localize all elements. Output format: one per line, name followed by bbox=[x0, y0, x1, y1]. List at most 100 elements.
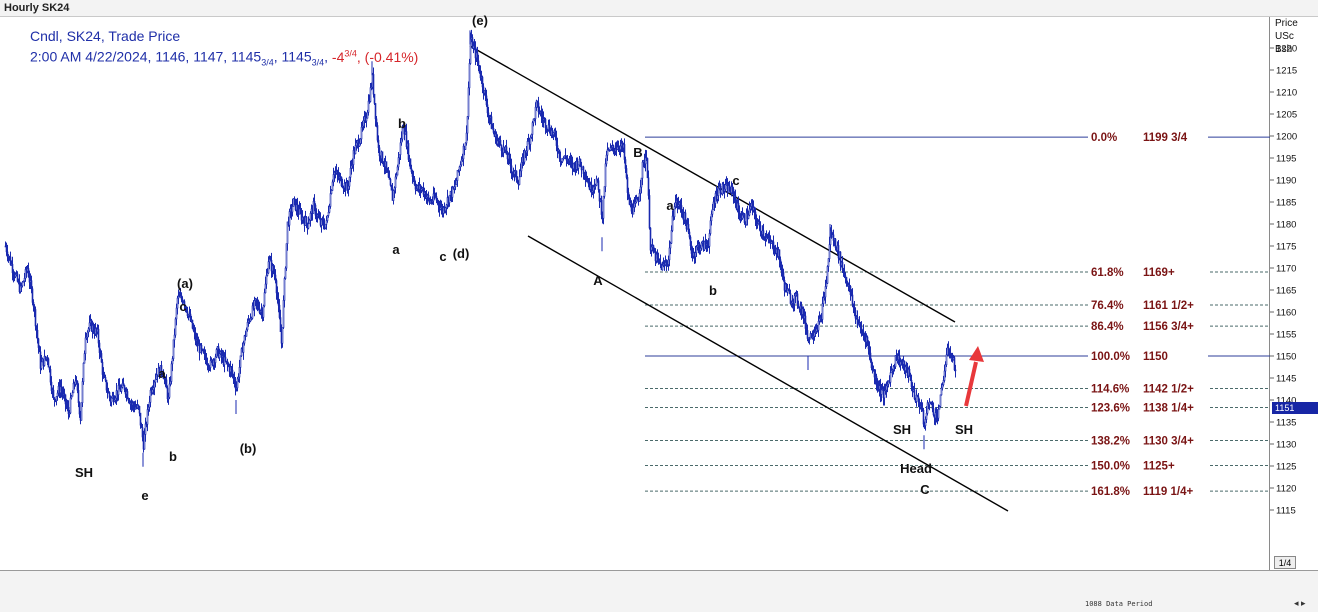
candle-body bbox=[737, 202, 740, 212]
candle-body bbox=[500, 144, 503, 151]
candle-body bbox=[123, 385, 126, 390]
candle-body bbox=[105, 379, 108, 391]
candle-body bbox=[77, 390, 80, 403]
candle-body bbox=[679, 202, 682, 206]
candle-body bbox=[70, 395, 73, 399]
candle-body bbox=[231, 369, 234, 376]
candle-body bbox=[355, 142, 358, 146]
candle-body bbox=[30, 280, 33, 290]
candle-body bbox=[233, 376, 236, 384]
candle-body bbox=[16, 273, 19, 282]
scroll-buttons[interactable]: ◂ ▸ bbox=[1294, 598, 1306, 608]
candle-body bbox=[870, 360, 873, 368]
candle-body bbox=[23, 278, 26, 282]
candle-body bbox=[569, 158, 572, 162]
candle-body bbox=[883, 390, 886, 399]
wave-label: b bbox=[709, 283, 717, 298]
fib-price-label: 1161 1/2+ bbox=[1143, 300, 1194, 312]
x-axis-bar bbox=[0, 570, 1318, 612]
candle-body bbox=[82, 362, 85, 382]
candle-body bbox=[108, 392, 111, 398]
candle-body bbox=[369, 87, 372, 102]
candle-body bbox=[508, 154, 511, 159]
candle-body bbox=[110, 397, 113, 403]
candle-body bbox=[291, 206, 294, 213]
legend-sep: , 1145 bbox=[273, 48, 312, 65]
candle-body bbox=[147, 406, 150, 410]
wave-annotations: (e) (d) (a) (b) SH e b a c a b c A Ba b c SH SH Head C bbox=[75, 13, 973, 503]
candle-body bbox=[554, 130, 557, 138]
candle-body bbox=[263, 292, 266, 307]
candle-body bbox=[255, 298, 258, 303]
candle-body bbox=[510, 165, 513, 173]
candle-body bbox=[935, 412, 938, 417]
candle-body bbox=[484, 90, 487, 97]
candle-body bbox=[186, 311, 189, 316]
fib-price-label: 1199 3/4 bbox=[1143, 132, 1188, 144]
candle-body bbox=[505, 146, 508, 155]
candle-body bbox=[717, 187, 720, 196]
candle-body bbox=[485, 95, 488, 106]
candle-body bbox=[695, 246, 698, 253]
wave-label: c bbox=[179, 299, 186, 314]
candle-body bbox=[184, 305, 187, 308]
candle-body bbox=[793, 295, 796, 305]
candle-body bbox=[734, 195, 737, 202]
candle-body bbox=[467, 87, 470, 117]
candle-body bbox=[753, 207, 756, 213]
candle-body bbox=[821, 303, 824, 320]
candle-body bbox=[55, 396, 58, 401]
candle-body bbox=[264, 283, 267, 294]
candle-body bbox=[69, 397, 72, 414]
fib-label-bg bbox=[1088, 484, 1208, 499]
candle-body bbox=[191, 319, 194, 329]
wave-label: c bbox=[732, 173, 739, 188]
candle-body bbox=[154, 378, 157, 383]
candle-body bbox=[486, 104, 489, 114]
candle-body bbox=[349, 167, 352, 178]
candle-body bbox=[849, 286, 852, 295]
candle-body bbox=[275, 280, 278, 294]
candle-body bbox=[192, 328, 195, 331]
candle-body bbox=[209, 360, 212, 368]
page-indicator-button[interactable]: 1/4 bbox=[1274, 556, 1296, 569]
candle-body bbox=[460, 159, 463, 166]
candle-body bbox=[940, 387, 943, 396]
candle-body bbox=[246, 322, 249, 331]
candle-body bbox=[709, 220, 712, 234]
candle-body bbox=[529, 137, 532, 145]
candle-body bbox=[454, 184, 457, 188]
candle-body bbox=[314, 204, 317, 216]
candle-body bbox=[627, 192, 630, 200]
candle-body bbox=[948, 349, 951, 354]
fib-label-bg bbox=[1088, 400, 1208, 415]
candle-body bbox=[482, 86, 485, 94]
candle-body bbox=[605, 154, 608, 165]
candle-body bbox=[98, 342, 101, 353]
data-period-label: 1088 Data Period bbox=[1085, 600, 1153, 608]
candle-body bbox=[754, 211, 757, 220]
candle-body bbox=[50, 381, 53, 391]
candle-body bbox=[768, 237, 771, 241]
candle-body bbox=[708, 233, 711, 247]
y-tick-label: 1180 bbox=[1276, 220, 1296, 231]
current-price-box: 1151 bbox=[1272, 402, 1318, 414]
candle-body bbox=[165, 379, 168, 389]
candle-body bbox=[490, 116, 493, 129]
candle-body bbox=[288, 211, 291, 226]
candle-body bbox=[322, 220, 325, 226]
candle-body bbox=[939, 394, 942, 407]
candle-body bbox=[782, 271, 785, 281]
candle-body bbox=[641, 161, 644, 179]
candle-body bbox=[711, 209, 714, 215]
candle-body bbox=[844, 275, 847, 278]
y-tick-label: 1145 bbox=[1276, 374, 1296, 385]
candle-body bbox=[31, 288, 34, 303]
candle-body bbox=[694, 252, 697, 257]
y-tick-label: 1215 bbox=[1276, 66, 1297, 77]
candle-body bbox=[909, 376, 912, 381]
candle-body bbox=[234, 382, 237, 389]
candle-body bbox=[396, 166, 399, 176]
chart-plot-area[interactable] bbox=[0, 17, 1270, 570]
